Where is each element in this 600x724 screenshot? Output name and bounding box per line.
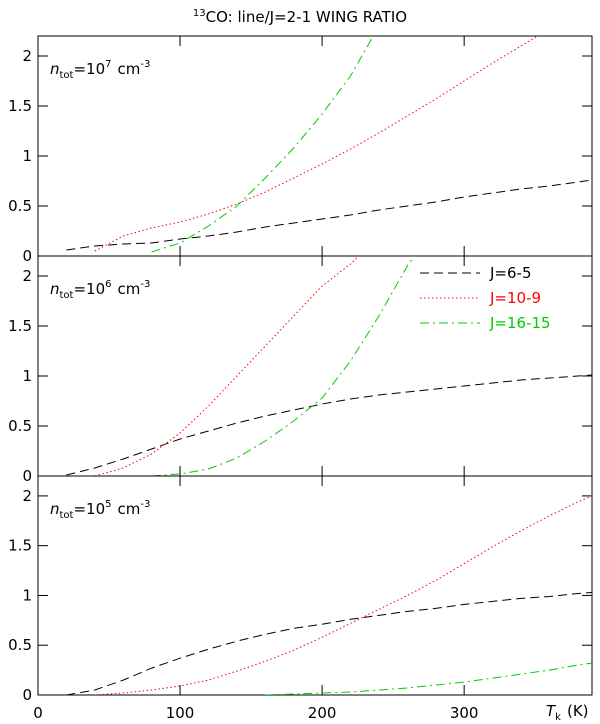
label-sub: tot [60, 290, 74, 301]
x-tick-label: 100 [166, 704, 195, 722]
legend-label: J=6-5 [489, 264, 532, 282]
series-line [265, 662, 592, 695]
series-line [66, 374, 592, 476]
y-tick-label: 1 [22, 147, 32, 165]
series-line [151, 36, 374, 253]
label-part: n [50, 280, 60, 298]
label-part: =10 [73, 280, 105, 298]
label-part: cm [118, 280, 141, 298]
series-line [151, 256, 416, 476]
label-sup: 5 [105, 499, 111, 510]
label-part: n [50, 60, 60, 78]
density-label: ntot=107 cm-3 [50, 59, 150, 81]
y-tick-label: 2 [22, 47, 32, 65]
label-part: T [546, 702, 557, 720]
y-tick-label: 0 [22, 247, 32, 265]
label-part: (K) [567, 702, 589, 720]
y-tick-label: 1.5 [8, 537, 32, 555]
label-part: cm [118, 60, 141, 78]
series-line [94, 495, 592, 695]
label-sub: tot [60, 70, 74, 81]
y-tick-label: 0.5 [8, 636, 32, 654]
series-line [94, 36, 539, 252]
series-line [66, 592, 592, 695]
label-part: n [50, 500, 60, 518]
label-sup: 7 [105, 59, 111, 70]
legend-label: J=10-9 [489, 289, 541, 307]
y-tick-label: 0.5 [8, 197, 32, 215]
legend-label: J=16-15 [489, 314, 551, 332]
label-sup: -3 [140, 499, 150, 510]
density-label: ntot=105 cm-3 [50, 499, 150, 521]
x-axis-label: Tk (K) [546, 702, 589, 723]
y-tick-label: 1 [22, 586, 32, 604]
y-tick-label: 0.5 [8, 417, 32, 435]
title-main: CO: line/J=2-1 WING RATIO [206, 8, 407, 26]
label-sup: -3 [140, 59, 150, 70]
density-label: ntot=106 cm-3 [50, 279, 150, 301]
y-tick-label: 1.5 [8, 317, 32, 335]
y-tick-label: 2 [22, 267, 32, 285]
series-line [94, 256, 360, 476]
x-tick-label: 300 [450, 704, 479, 722]
label-part: =10 [73, 500, 105, 518]
label-part: cm [118, 500, 141, 518]
label-part: =10 [73, 60, 105, 78]
label-sub: tot [60, 510, 74, 521]
plot-frame [37, 475, 593, 696]
chart-title: 13CO: line/J=2-1 WING RATIO [193, 8, 407, 26]
x-tick-label: 200 [308, 704, 337, 722]
x-tick-label: 0 [33, 704, 43, 722]
label-sup: 6 [105, 279, 111, 290]
y-tick-label: 0 [22, 686, 32, 704]
title-sup: 13 [193, 8, 206, 19]
y-tick-label: 2 [22, 487, 32, 505]
series-line [66, 179, 592, 251]
y-tick-label: 1.5 [8, 97, 32, 115]
y-tick-label: 0 [22, 467, 32, 485]
label-sup: -3 [140, 279, 150, 290]
label-sub: k [555, 712, 561, 723]
y-tick-label: 1 [22, 367, 32, 385]
